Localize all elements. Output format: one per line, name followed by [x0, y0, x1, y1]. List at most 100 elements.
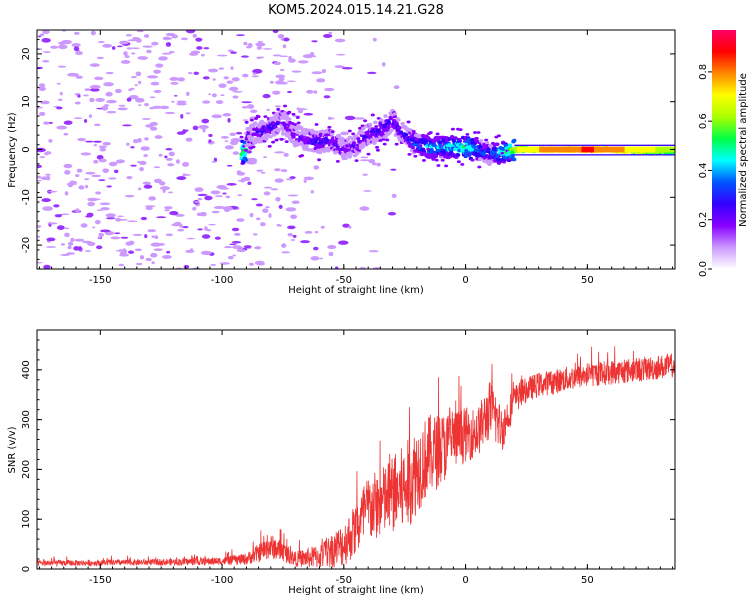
- spectral-blob: [222, 113, 232, 117]
- ridge-edge: [641, 144, 643, 146]
- spectral-blob: [372, 37, 377, 42]
- ridge-core: [612, 146, 614, 153]
- ridge-edge: [580, 154, 582, 156]
- spectral-blob: [387, 212, 397, 216]
- ridge-core: [536, 146, 539, 153]
- ridge-edge: [528, 144, 531, 146]
- ridge-core: [644, 146, 646, 153]
- ridge-core: [550, 146, 552, 153]
- ridge-edge: [657, 144, 659, 146]
- ridge-halo-blob: [239, 135, 244, 139]
- ridge-core: [542, 146, 544, 153]
- spectral-blob: [235, 34, 245, 36]
- ridge-edge: [570, 144, 572, 146]
- spectral-blob: [78, 185, 85, 190]
- spectral-blob: [129, 87, 135, 90]
- ridge-core: [662, 146, 664, 153]
- ridge-edge: [620, 144, 622, 146]
- spectral-blob: [42, 30, 50, 35]
- ridge-halo-blob: [366, 152, 371, 156]
- ridge-edge: [538, 144, 540, 146]
- spectral-blob: [38, 83, 46, 88]
- ridge-edge: [553, 144, 555, 146]
- ridge-core: [585, 146, 587, 153]
- ridge-edge: [589, 144, 591, 146]
- ridge-halo-blob: [473, 131, 478, 134]
- spectral-blob: [92, 226, 96, 229]
- spectral-blob: [39, 156, 46, 159]
- ridge-core: [534, 146, 536, 153]
- spectral-blob: [321, 68, 327, 74]
- snr-x-axis: -150 -100 -50 0 50: [38, 330, 674, 586]
- ridge-edge: [580, 154, 582, 156]
- ridge-edge: [560, 144, 562, 146]
- spectral-blob: [144, 137, 149, 141]
- ridge-halo-blob: [318, 132, 323, 136]
- spectral-blob: [202, 127, 206, 133]
- spectral-blob: [303, 176, 315, 181]
- ridge-halo-blob: [330, 130, 335, 134]
- spectral-blob: [58, 98, 63, 101]
- ridge-blob: [242, 152, 248, 156]
- spectral-blob: [202, 100, 211, 104]
- spectral-blob: [296, 107, 301, 111]
- ridge-core: [614, 146, 616, 153]
- ridge-core: [643, 146, 645, 153]
- spectral-blob: [149, 121, 158, 126]
- ridge-edge: [642, 144, 645, 146]
- ridge-edge: [550, 144, 552, 146]
- colorbar-gradient: [712, 30, 736, 269]
- ridge-blob: [398, 130, 404, 134]
- ridge-halo-blob: [394, 142, 399, 146]
- ridge-edge: [647, 144, 650, 146]
- ridge-core: [608, 146, 610, 153]
- spectral-blob: [303, 112, 314, 116]
- ridge-halo-blob: [426, 147, 431, 151]
- ridge-halo-blob: [251, 145, 256, 149]
- spectral-blob: [180, 37, 188, 41]
- ridge-core: [536, 146, 538, 153]
- ridge-edge: [552, 154, 554, 156]
- spectral-blob: [115, 160, 123, 164]
- ridge-edge: [590, 144, 593, 146]
- spectral-blob: [277, 224, 283, 227]
- ridge-edge: [577, 144, 579, 146]
- spectral-blob: [102, 141, 111, 146]
- ridge-edge: [523, 154, 525, 156]
- spectral-blob: [336, 53, 346, 56]
- ridge-edge: [515, 154, 517, 156]
- ridge-edge: [648, 154, 650, 156]
- spectrogram-x-label: Height of straight line (km): [288, 285, 424, 296]
- ridge-core: [522, 146, 524, 153]
- ridge-core: [613, 146, 615, 153]
- ridge-edge: [652, 144, 654, 146]
- spectral-blob: [143, 184, 153, 189]
- ridge-edge: [536, 154, 538, 156]
- spectral-blob: [201, 118, 210, 124]
- ridge-edge: [649, 144, 651, 146]
- spectral-blob: [182, 226, 189, 229]
- ridge-core: [637, 146, 639, 153]
- ridge-edge: [588, 144, 590, 146]
- spectral-blob: [111, 46, 116, 50]
- ridge-core: [562, 146, 564, 153]
- spectral-blob: [99, 202, 111, 206]
- ridge-blob: [379, 118, 384, 122]
- spectral-blob: [194, 187, 204, 192]
- spectral-blob: [242, 119, 249, 121]
- spectral-blob: [130, 164, 137, 167]
- ridge-core: [633, 146, 635, 153]
- ridge-core: [639, 146, 641, 153]
- spectral-blob: [37, 147, 46, 153]
- spectral-blob: [277, 34, 285, 39]
- ridge-edge: [593, 144, 596, 146]
- spectral-blob: [256, 169, 264, 172]
- ridge-edge: [610, 154, 612, 156]
- ridge-edge: [615, 144, 618, 146]
- spectral-blob: [198, 125, 209, 130]
- ridge-edge: [661, 154, 663, 156]
- ridge-core: [605, 146, 607, 153]
- ridge-edge: [656, 154, 658, 156]
- ridge-core: [653, 146, 655, 153]
- ridge-core: [603, 146, 605, 153]
